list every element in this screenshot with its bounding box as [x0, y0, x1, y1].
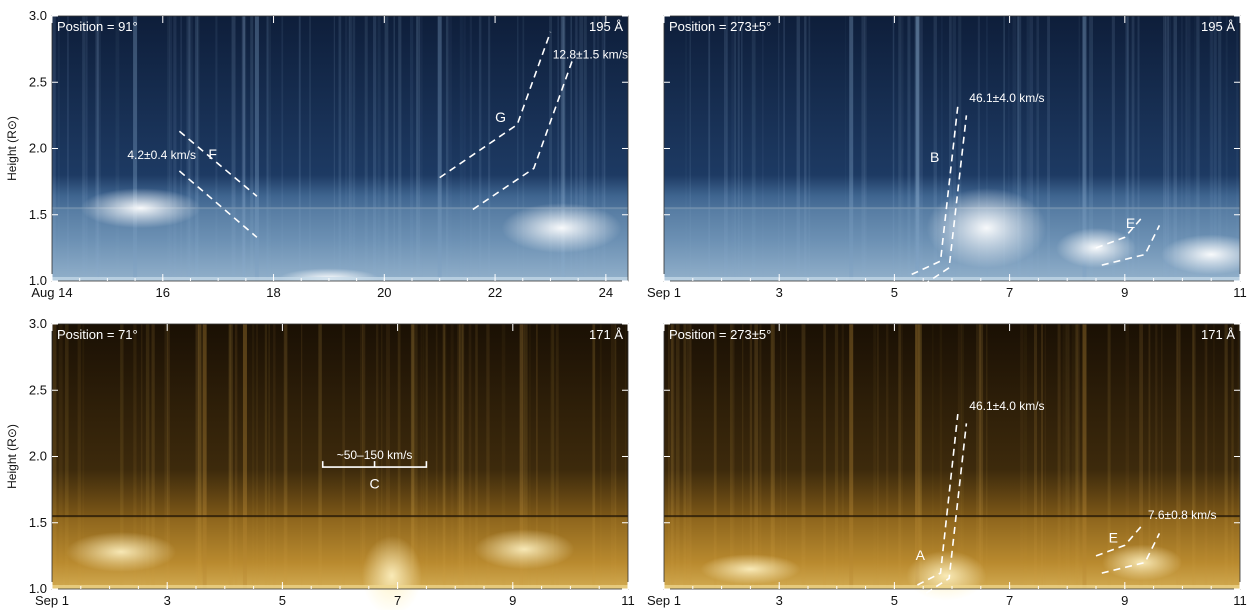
y-axis-label: Height (R⊙): [5, 116, 19, 181]
emission-glow: [474, 529, 575, 570]
emission-glow: [501, 203, 622, 253]
wavelength-label: 195 Å: [589, 19, 623, 34]
y-tick-label: 2.0: [29, 449, 47, 464]
emission-glow: [66, 531, 177, 572]
feature-track-line: [472, 59, 574, 211]
feature-track-line: [439, 31, 552, 179]
limb-band: [52, 277, 628, 281]
x-tick-label: 7: [1006, 593, 1013, 608]
feature-track-line: [178, 170, 258, 238]
feature-speed-label: 7.6±0.8 km/s: [1148, 508, 1217, 522]
x-tick-label: 9: [509, 593, 516, 608]
x-tick-label: 11: [1233, 285, 1247, 300]
x-tick-label: 18: [266, 285, 280, 300]
feature-letter: B: [930, 149, 939, 165]
feature-speed-label: 12.8±1.5 km/s: [553, 47, 628, 61]
x-tick-label: 5: [891, 593, 898, 608]
x-tick-label: 22: [488, 285, 502, 300]
panel-bottom-right: Sep 1 3 5 7 9 11 Position = 273±5° 171 Å A 46.1±4…: [647, 323, 1247, 608]
wavelength-label: 171 Å: [1201, 327, 1235, 342]
y-tick-label: 1.0: [29, 581, 47, 596]
emission-glow: [80, 188, 201, 229]
emission-glow: [1161, 234, 1251, 275]
emission-glow: [361, 535, 422, 610]
emission-glow: [926, 188, 1047, 268]
y-tick-label: 2.5: [29, 382, 47, 397]
x-tick-label: 7: [394, 593, 401, 608]
x-tick-label: Sep 1: [647, 285, 681, 300]
position-label: Position = 91°: [57, 19, 138, 34]
feature-letter: E: [1126, 215, 1135, 231]
emission-glow: [700, 554, 801, 585]
feature-letter: E: [1109, 530, 1118, 546]
panel-bottom-left: 1.0 1.5 2.0 2.5 3.0 Height (R⊙) Sep 1 3 5 7 9 11 Pos…: [5, 316, 635, 610]
feature-speed-label: ~50–150 km/s: [337, 448, 413, 462]
x-tick-label: 11: [1233, 593, 1247, 608]
x-tick-label: 16: [156, 285, 170, 300]
panel-top-right: Sep 1 3 5 7 9 11 Position = 273±5° 195 Å B 46.1±4…: [647, 15, 1251, 300]
position-label: Position = 71°: [57, 327, 138, 342]
position-label: Position = 273±5°: [669, 19, 771, 34]
feature-track-line: [1095, 216, 1143, 249]
x-tick-label: 7: [1006, 285, 1013, 300]
position-label: Position = 273±5°: [669, 327, 771, 342]
heatmap-streaks: [685, 16, 1238, 281]
x-tick-label: Aug 14: [31, 285, 72, 300]
x-tick-label: 11: [621, 593, 635, 608]
feature-speed-label: 46.1±4.0 km/s: [969, 399, 1044, 413]
feature-speed-label: 4.2±0.4 km/s: [127, 148, 196, 162]
x-tick-label: 5: [279, 593, 286, 608]
y-tick-label: 1.0: [29, 273, 47, 288]
feature-letter: G: [495, 109, 506, 125]
panel-top-left: 1.0 1.5 2.0 2.5 3.0 Height (R⊙) Aug 14 16 18 20 22…: [5, 8, 629, 300]
x-tick-label: 3: [776, 285, 783, 300]
feature-speed-label: 46.1±4.0 km/s: [969, 91, 1044, 105]
feature-track-line: [925, 423, 968, 594]
feature-letter: C: [369, 475, 379, 491]
feature-track-line: [917, 414, 959, 586]
heatmap-streaks: [52, 16, 606, 281]
x-tick-label: Sep 1: [35, 593, 69, 608]
x-tick-label: 3: [776, 593, 783, 608]
wavelength-label: 171 Å: [589, 327, 623, 342]
feature-track-line: [178, 130, 258, 197]
x-tick-label: 3: [164, 593, 171, 608]
wavelength-label: 195 Å: [1201, 19, 1235, 34]
feature-track-line: [911, 106, 959, 276]
y-tick-label: 2.0: [29, 141, 47, 156]
y-axis-label: Height (R⊙): [5, 424, 19, 489]
y-tick-label: 1.5: [29, 207, 47, 222]
feature-track-line: [1095, 524, 1143, 557]
x-tick-label: 5: [891, 285, 898, 300]
feature-letter: A: [916, 547, 926, 563]
y-tick-label: 2.5: [29, 74, 47, 89]
heatmap-streaks: [668, 324, 1241, 589]
x-tick-label: 24: [599, 285, 613, 300]
y-tick-label: 1.5: [29, 515, 47, 530]
y-tick-label: 3.0: [29, 316, 47, 331]
y-tick-label: 3.0: [29, 8, 47, 23]
feature-letter: F: [208, 146, 217, 162]
x-tick-label: 9: [1121, 285, 1128, 300]
x-tick-label: 20: [377, 285, 391, 300]
x-tick-label: 9: [1121, 593, 1128, 608]
feature-track-line: [1101, 225, 1161, 266]
x-tick-label: Sep 1: [647, 593, 681, 608]
feature-track-line: [1101, 533, 1161, 574]
feature-track-line: [922, 115, 968, 286]
